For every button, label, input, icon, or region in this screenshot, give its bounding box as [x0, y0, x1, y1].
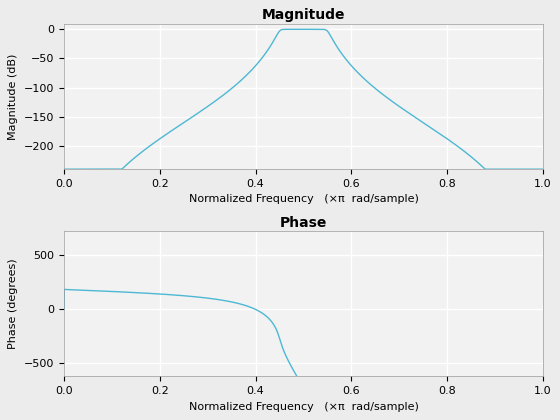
Title: Phase: Phase [280, 215, 327, 230]
X-axis label: Normalized Frequency   (×π  rad/sample): Normalized Frequency (×π rad/sample) [189, 194, 418, 205]
Y-axis label: Phase (degrees): Phase (degrees) [8, 258, 18, 349]
Y-axis label: Magnitude (dB): Magnitude (dB) [8, 53, 18, 139]
X-axis label: Normalized Frequency   (×π  rad/sample): Normalized Frequency (×π rad/sample) [189, 402, 418, 412]
Title: Magnitude: Magnitude [262, 8, 345, 22]
